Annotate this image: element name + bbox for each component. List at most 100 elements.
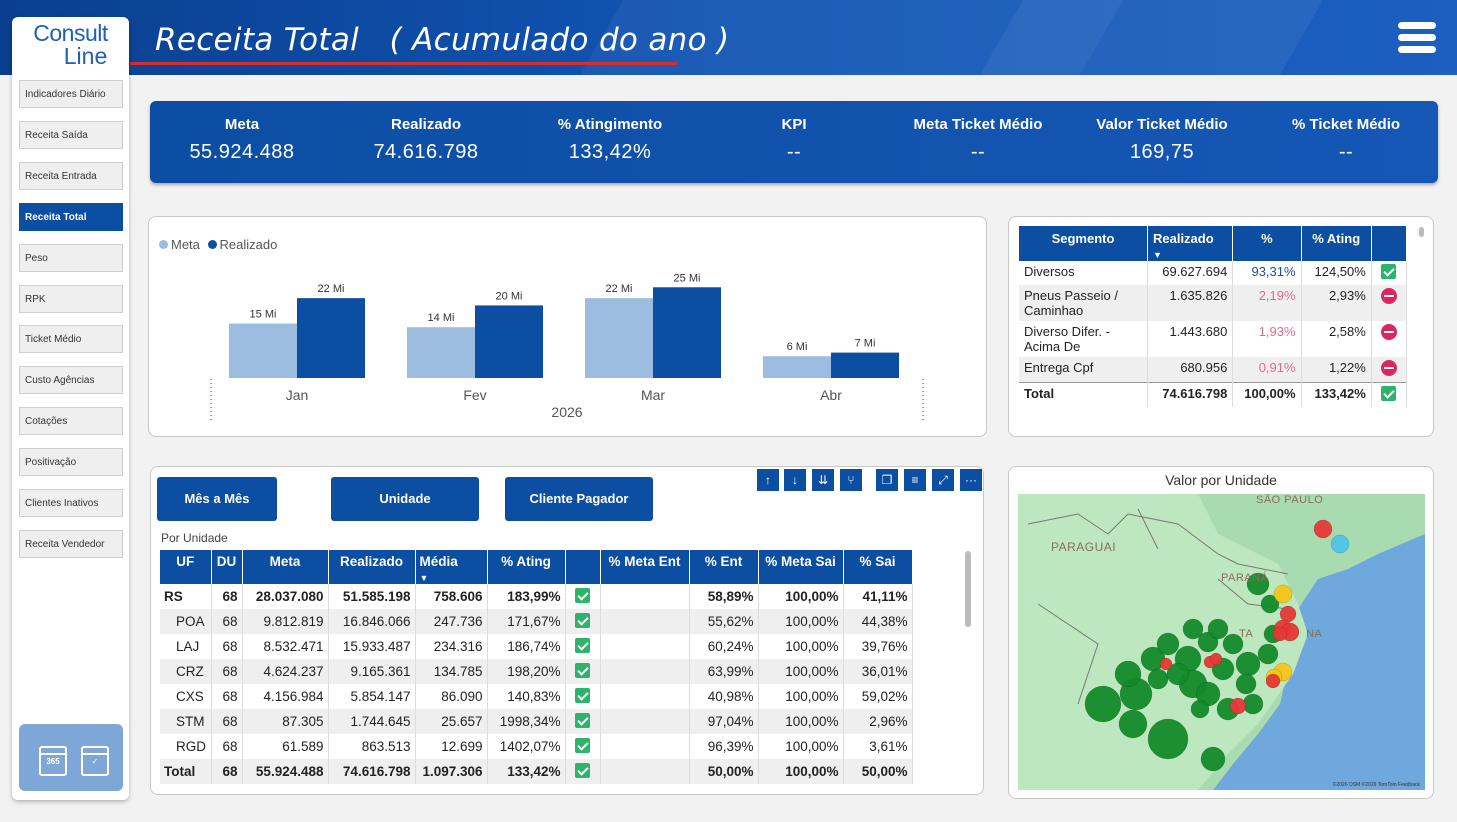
seg-realizado: 680.956 <box>1147 357 1234 383</box>
sidebar-item-rpk[interactable]: RPK <box>19 284 123 313</box>
seg-header-pct[interactable]: % <box>1232 226 1302 261</box>
seg-pct: 93,31% <box>1232 261 1302 285</box>
hierarchy-icon[interactable]: ⑂ <box>840 469 862 491</box>
cell-meta: 87.305 <box>242 709 329 734</box>
cell-meta: 4.156.984 <box>242 684 329 709</box>
hamburger-menu-icon[interactable] <box>1398 22 1436 58</box>
col-media[interactable]: Média ▼ <box>415 550 488 584</box>
bar-chart: 15 Mi 22 Mi Jan 14 Mi 20 Mi Fev 22 Mi 25 Mi Mar 6… <box>210 272 924 422</box>
table-scrollbar[interactable] <box>965 551 971 627</box>
sidebar-item-receita-entrada[interactable]: Receita Entrada <box>19 161 123 190</box>
segment-table: Segmento Realizado ▼ % % Ating Diversos 69… <box>1019 226 1408 407</box>
total-row[interactable]: Total 68 55.924.488 74.616.798 1.097.306 133,… <box>160 759 913 784</box>
copy-icon[interactable]: ❐ <box>876 469 898 491</box>
bar-realizado-jan[interactable] <box>297 298 365 378</box>
map-bubble-green <box>1235 673 1257 695</box>
cell-ating: 198,20% <box>487 659 566 684</box>
col-meta-ent[interactable]: % Meta Ent <box>600 550 690 584</box>
data-label: 7 Mi <box>855 338 876 350</box>
col-uf[interactable]: UF <box>160 550 212 584</box>
cell-media: 86.090 <box>415 684 488 709</box>
kpi-label: KPI <box>781 116 807 133</box>
map-area[interactable]: PARAGUAI SÃO PAULO PARANÁ TA NA ©2026 OS… <box>1018 494 1425 790</box>
expand-all-icon[interactable]: ⇊ <box>812 469 834 491</box>
seg-total-realizado: 74.616.798 <box>1147 382 1234 407</box>
table-row[interactable]: POA 68 9.812.819 16.846.066 247.736 171,67% 55… <box>160 609 913 634</box>
cell-realizado: 9.165.361 <box>328 659 416 684</box>
seg-header-realizado[interactable]: Realizado ▼ <box>1147 226 1234 261</box>
calendar-365-icon[interactable]: 365 <box>39 746 67 776</box>
tab-cliente-pagador[interactable]: Cliente Pagador <box>505 477 653 521</box>
map-title: Valor por Unidade <box>1165 472 1277 488</box>
sidebar-item-ticket-m-dio[interactable]: Ticket Médio <box>19 325 123 354</box>
kpi-card: Meta 55.924.488 <box>150 101 334 183</box>
table-row[interactable]: RGD 68 61.589 863.513 12.699 1402,07% 96,39% 10… <box>160 734 913 759</box>
bar-meta-mar[interactable] <box>585 298 653 378</box>
sidebar-item-clientes-inativos[interactable]: Clientes Inativos <box>19 489 123 517</box>
cell-realizado: 16.846.066 <box>328 609 416 634</box>
seg-total-pct: 100,00% <box>1232 382 1302 407</box>
tab-mes-a-mes[interactable]: Mês a Mês <box>157 477 277 521</box>
drill-up-icon[interactable]: ↑ <box>757 469 779 491</box>
more-options-icon[interactable]: ··· <box>960 469 982 491</box>
legend-meta-dot <box>159 240 168 249</box>
check-icon <box>575 587 590 603</box>
col-sai[interactable]: % Sai <box>843 550 913 584</box>
cell-meta-sai: 100,00% <box>758 634 844 659</box>
cell-ent: 63,99% <box>689 659 759 684</box>
unit-table: UF DU Meta Realizado Média ▼ % Ating % Me… <box>160 550 913 784</box>
col-realizado[interactable]: Realizado <box>328 550 416 584</box>
focus-mode-icon[interactable]: ⤢ <box>932 469 954 491</box>
bar-meta-jan[interactable] <box>229 323 297 378</box>
table-row[interactable]: RS 68 28.037.080 51.585.198 758.606 183,99% 58… <box>160 584 913 609</box>
seg-ating: 124,50% <box>1301 261 1372 285</box>
check-icon <box>1381 264 1397 279</box>
col-du[interactable]: DU <box>211 550 243 584</box>
segment-row[interactable]: Diversos 69.627.694 93,31% 124,50% <box>1019 261 1408 285</box>
seg-header-ating[interactable]: % Ating <box>1301 226 1372 261</box>
bar-realizado-abr[interactable] <box>831 352 899 378</box>
cell-sai: 36,01% <box>843 659 913 684</box>
col-ent[interactable]: % Ent <box>689 550 759 584</box>
cell-ating: 133,42% <box>487 759 566 784</box>
col-meta[interactable]: Meta <box>242 550 329 584</box>
legend-realizado: Realizado <box>219 237 278 252</box>
kpi-card: Meta Ticket Médio -- <box>886 101 1070 183</box>
table-row[interactable]: LAJ 68 8.532.471 15.933.487 234.316 186,74% 60… <box>160 634 913 659</box>
bar-meta-fev[interactable] <box>407 327 475 378</box>
col-ating[interactable]: % Ating <box>487 550 566 584</box>
check-icon <box>575 612 590 628</box>
map-bubble-green <box>1084 685 1122 723</box>
drill-down-icon[interactable]: ↓ <box>784 469 806 491</box>
sidebar-item-positiva-o[interactable]: Positivação <box>19 448 123 477</box>
cell-uf: Total <box>160 759 212 784</box>
seg-scrollbar[interactable] <box>1419 227 1424 237</box>
segment-row[interactable]: Pneus Passeio / Caminhao 1.635.826 2,19% 2,… <box>1019 285 1408 321</box>
segment-row[interactable]: Diverso Difer. - Acima De 1.443.680 1,93% 2… <box>1019 321 1408 357</box>
seg-name: Pneus Passeio / Caminhao <box>1019 285 1148 321</box>
sidebar-item-receita-total[interactable]: Receita Total <box>19 202 123 231</box>
bar-realizado-fev[interactable] <box>475 305 543 378</box>
sidebar-item-peso[interactable]: Peso <box>19 243 123 272</box>
sidebar-item-indicadores-di-rio[interactable]: Indicadores Diário <box>19 80 123 108</box>
segment-row[interactable]: Entrega Cpf 680.956 0,91% 1,22% <box>1019 357 1408 383</box>
map-label-na: NA <box>1306 628 1323 640</box>
minus-circle-icon <box>1380 288 1397 304</box>
calendar-check-icon[interactable]: ✓ <box>81 746 109 776</box>
seg-header-segmento[interactable]: Segmento <box>1019 226 1148 261</box>
tab-unidade[interactable]: Unidade <box>331 477 479 521</box>
table-row[interactable]: CRZ 68 4.624.237 9.165.361 134.785 198,20% 63,… <box>160 659 913 684</box>
filter-icon[interactable]: ≡ <box>904 469 926 491</box>
table-row[interactable]: STM 68 87.305 1.744.645 25.657 1998,34% 97,04%… <box>160 709 913 734</box>
table-row[interactable]: CXS 68 4.156.984 5.854.147 86.090 140,83% 40,9… <box>160 684 913 709</box>
sidebar-item-receita-sa-da[interactable]: Receita Saída <box>19 120 123 149</box>
sidebar-item-receita-vendedor[interactable]: Receita Vendedor <box>19 529 123 558</box>
sidebar-item-cota-es[interactable]: Cotações <box>19 407 123 436</box>
legend-meta: Meta <box>171 237 200 252</box>
sidebar-item-custo-ag-ncias[interactable]: Custo Agências <box>19 366 123 395</box>
bar-realizado-mar[interactable] <box>653 287 721 378</box>
bar-meta-abr[interactable] <box>763 356 831 378</box>
cell-realizado: 51.585.198 <box>328 584 416 609</box>
map-bubble-green <box>1182 618 1204 640</box>
col-meta-sai[interactable]: % Meta Sai <box>758 550 844 584</box>
